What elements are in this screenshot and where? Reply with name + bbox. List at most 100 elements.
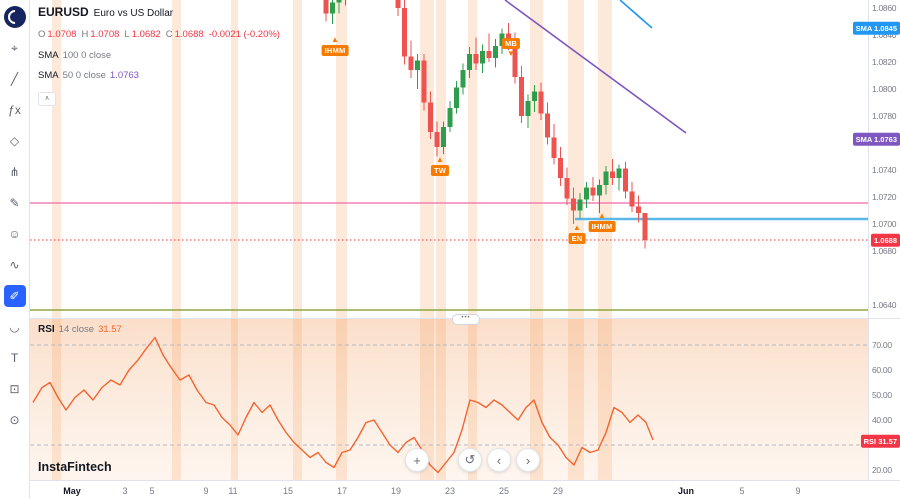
signal-badge: MB bbox=[501, 38, 521, 49]
brush-tool[interactable]: ✎ bbox=[9, 196, 20, 210]
signal-label-en[interactable]: ▲ EN bbox=[568, 223, 586, 244]
price-axis-label: 1.0640 bbox=[872, 300, 897, 310]
price-axis-label: 60.00 bbox=[872, 365, 892, 375]
signal-label-mb[interactable]: MB ▼ bbox=[501, 38, 521, 58]
rsi-line bbox=[32, 336, 654, 474]
sma-50-line bbox=[504, 0, 687, 134]
signal-label-tw[interactable]: ▲ TW bbox=[430, 155, 450, 176]
low-label: L bbox=[124, 29, 130, 40]
ohlc-row: O 1.0708 H 1.0708 L 1.0682 C 1.0688 -0.0021 (-0.… bbox=[38, 30, 285, 40]
signal-arrow-icon: ▼ bbox=[507, 48, 515, 58]
drawing-toolbar: ⌖ ╱ ƒx ◇ ⋔ ✎ ☺ ∿ ✐ ◡ T ⊡ ⊙ bbox=[0, 0, 30, 499]
sma100-name: SMA bbox=[38, 49, 59, 61]
time-axis-label: May bbox=[63, 486, 81, 496]
emoji-tool[interactable]: ☺ bbox=[8, 227, 21, 241]
price-axis-label: 1.0840 bbox=[872, 30, 897, 40]
sma50-legend-row[interactable]: SMA 50 0 close 1.0763 bbox=[38, 71, 285, 81]
time-axis-label: 23 bbox=[444, 486, 456, 496]
time-axis-label: 11 bbox=[228, 486, 238, 496]
price-axis-label: 1.0800 bbox=[872, 84, 897, 94]
sma50-params: 50 0 close bbox=[62, 70, 106, 81]
price-axis-label: 1.0700 bbox=[872, 219, 897, 229]
signal-badge: EN bbox=[568, 233, 586, 244]
price-axis-label: 50.00 bbox=[872, 390, 892, 400]
time-axis-label: 15 bbox=[282, 486, 294, 496]
low-value: 1.0682 bbox=[131, 29, 161, 40]
sma50-price-badge: SMA 1.0763 bbox=[852, 132, 900, 146]
instaforex-logo bbox=[3, 6, 26, 28]
magnet-tool[interactable]: ◡ bbox=[9, 320, 20, 334]
price-axis-label: 1.0820 bbox=[872, 57, 897, 67]
rsi-pane-background bbox=[30, 318, 868, 480]
trend-line-tool[interactable]: ╱ bbox=[10, 72, 19, 86]
open-label: O bbox=[38, 29, 46, 40]
time-axis-label: 25 bbox=[498, 486, 510, 496]
chart-nav-controls: + ↺ ‹ › bbox=[405, 448, 540, 472]
price-axis-label: 40.00 bbox=[872, 415, 892, 425]
horizontal-level-lines bbox=[30, 202, 868, 311]
collapse-legend-button[interactable]: ∧ bbox=[38, 91, 56, 106]
scroll-right-button[interactable]: › bbox=[516, 448, 540, 472]
time-axis-label: 9 bbox=[795, 486, 801, 496]
sma50-value: 1.0763 bbox=[109, 70, 139, 81]
price-axis-label: 1.0740 bbox=[872, 165, 897, 175]
high-label: H bbox=[81, 29, 89, 40]
shapes-tool[interactable]: ◇ bbox=[9, 134, 20, 148]
lock-tool[interactable]: ⊙ bbox=[9, 413, 20, 427]
close-value: 1.0688 bbox=[174, 29, 204, 40]
signal-annotations-layer: ▲ IHMM ▲ TW MB ▼ ▲ EN ▲ IHMM bbox=[321, 35, 616, 244]
sma-100-line bbox=[619, 0, 653, 29]
pattern-tool[interactable]: ∿ bbox=[9, 258, 20, 272]
sma100-legend-row[interactable]: SMA 100 0 close bbox=[38, 49, 285, 61]
price-axis-label: 20.00 bbox=[872, 465, 892, 475]
signal-badge: TW bbox=[430, 165, 450, 176]
price-axis-label: 70.00 bbox=[872, 340, 892, 350]
sma100-price-badge: SMA 1.0845 bbox=[852, 21, 900, 35]
watermark-logo-text: InstaFintech bbox=[38, 460, 112, 474]
symbol-description: Euro vs US Dollar bbox=[93, 8, 174, 19]
signal-badge: IHMM bbox=[321, 45, 349, 56]
rsi-value: 31.57 bbox=[98, 324, 122, 335]
high-value: 1.0708 bbox=[90, 29, 120, 40]
reset-view-button[interactable]: ↺ bbox=[458, 448, 482, 472]
text-tool[interactable]: T bbox=[10, 351, 19, 365]
price-axis-label: 1.0860 bbox=[872, 3, 897, 13]
indicators-tool[interactable]: ƒx bbox=[8, 103, 21, 117]
close-label: C bbox=[165, 29, 173, 40]
time-axis[interactable]: May 3 5 9 11 15 17 19 23 25 29 Jun 5 9 bbox=[0, 480, 900, 499]
signal-arrow-icon: ▲ bbox=[436, 155, 444, 164]
chart-canvas[interactable] bbox=[0, 0, 868, 480]
price-axis[interactable]: 1.0860 1.0840 1.0820 1.0800 1.0780 1.0740 1.07… bbox=[852, 0, 900, 480]
signal-label-ihmm[interactable]: ▲ IHMM bbox=[321, 35, 349, 56]
signal-arrow-icon: ▲ bbox=[573, 223, 581, 232]
scroll-left-button[interactable]: ‹ bbox=[487, 448, 511, 472]
time-axis-label: 29 bbox=[552, 486, 564, 496]
rsi-name: RSI bbox=[38, 324, 55, 335]
rsi-value-badge: RSI 31.57 bbox=[860, 434, 900, 448]
time-axis-label: 3 bbox=[122, 486, 128, 496]
pitchfork-tool[interactable]: ⋔ bbox=[9, 165, 20, 179]
time-axis-label: 9 bbox=[203, 486, 209, 496]
price-axis-label: 1.0780 bbox=[872, 111, 897, 121]
rsi-params: 14 close bbox=[58, 324, 95, 335]
cursor-tool[interactable]: ⌖ bbox=[11, 40, 18, 55]
symbol-row: EURUSD Euro vs US Dollar bbox=[38, 6, 285, 19]
forecast-tool[interactable]: ✐ bbox=[3, 285, 26, 307]
time-axis-label: 19 bbox=[390, 486, 402, 496]
last-price-badge: 1.0688 bbox=[871, 233, 900, 247]
time-axis-label: 5 bbox=[739, 486, 745, 496]
symbol-legend: EURUSD Euro vs US Dollar O 1.0708 H 1.0708 L 1… bbox=[38, 6, 285, 106]
add-button[interactable]: + bbox=[405, 448, 429, 472]
signal-badge: IHMM bbox=[588, 221, 616, 232]
rsi-legend[interactable]: RSI 14 close 31.57 bbox=[38, 324, 122, 335]
pane-resize-handle[interactable]: ••• bbox=[452, 314, 480, 325]
snapshot-tool[interactable]: ⊡ bbox=[9, 382, 20, 396]
signal-arrow-icon: ▲ bbox=[598, 211, 606, 220]
symbol-name[interactable]: EURUSD bbox=[38, 5, 89, 19]
open-value: 1.0708 bbox=[47, 29, 77, 40]
time-axis-label: 17 bbox=[336, 486, 348, 496]
signal-arrow-icon: ▲ bbox=[331, 35, 339, 44]
price-axis-label: 1.0680 bbox=[872, 246, 897, 256]
sma100-params: 100 0 close bbox=[62, 49, 112, 61]
signal-label-ihmm[interactable]: ▲ IHMM bbox=[588, 211, 616, 232]
